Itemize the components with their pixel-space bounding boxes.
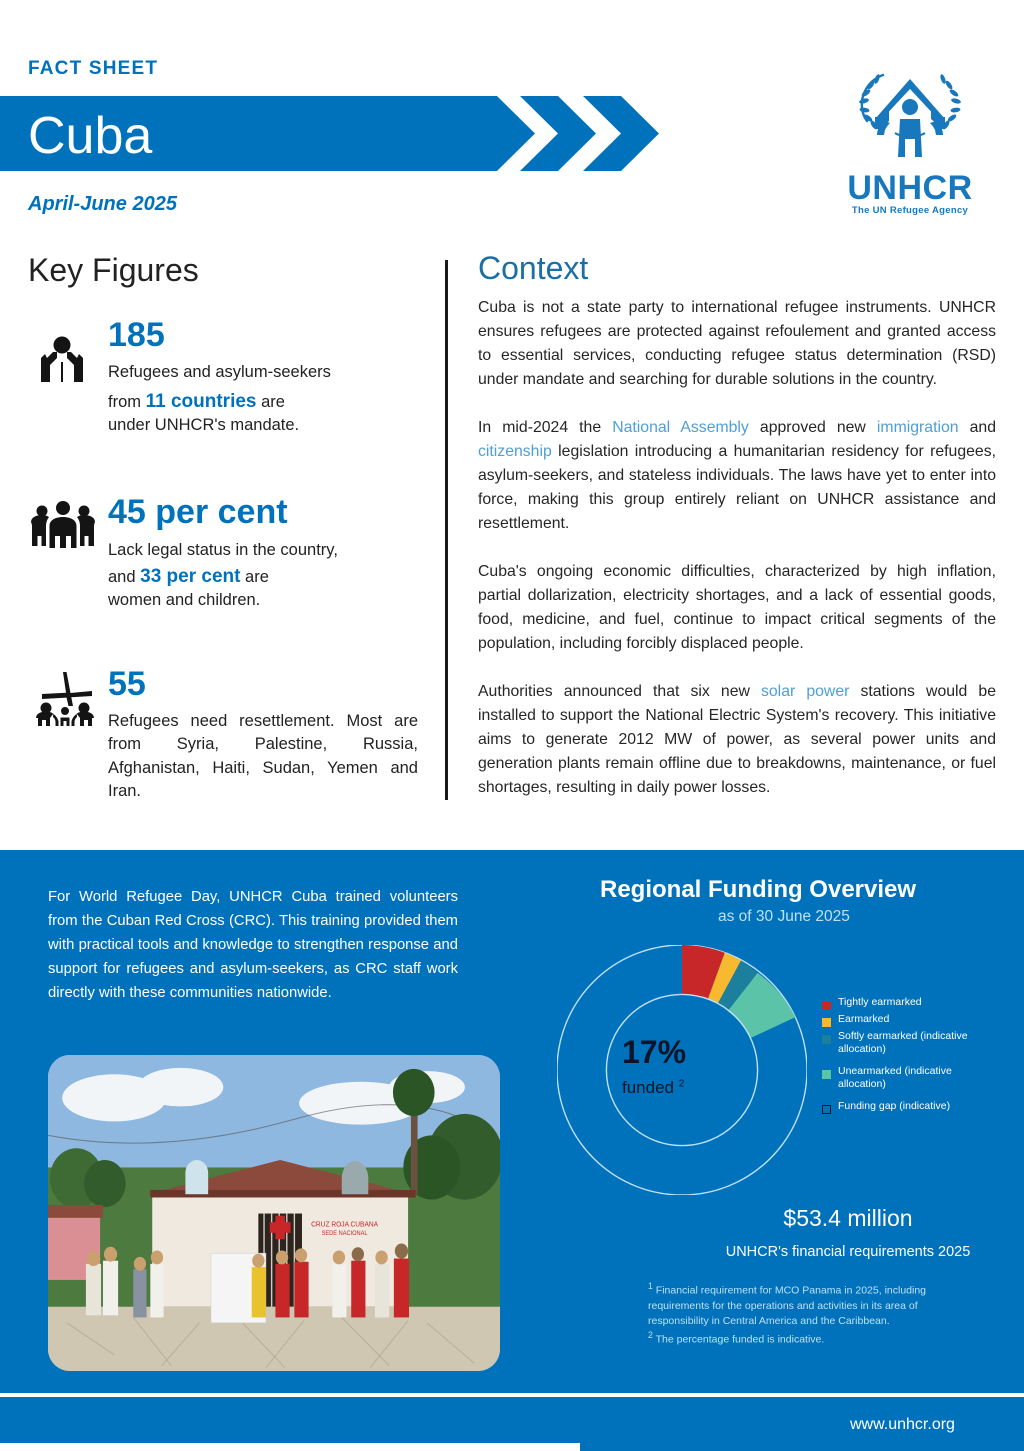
svg-text:SEDE NACIONAL: SEDE NACIONAL (322, 1231, 369, 1237)
svg-text:CRUZ ROJA CUBANA: CRUZ ROJA CUBANA (311, 1221, 378, 1228)
